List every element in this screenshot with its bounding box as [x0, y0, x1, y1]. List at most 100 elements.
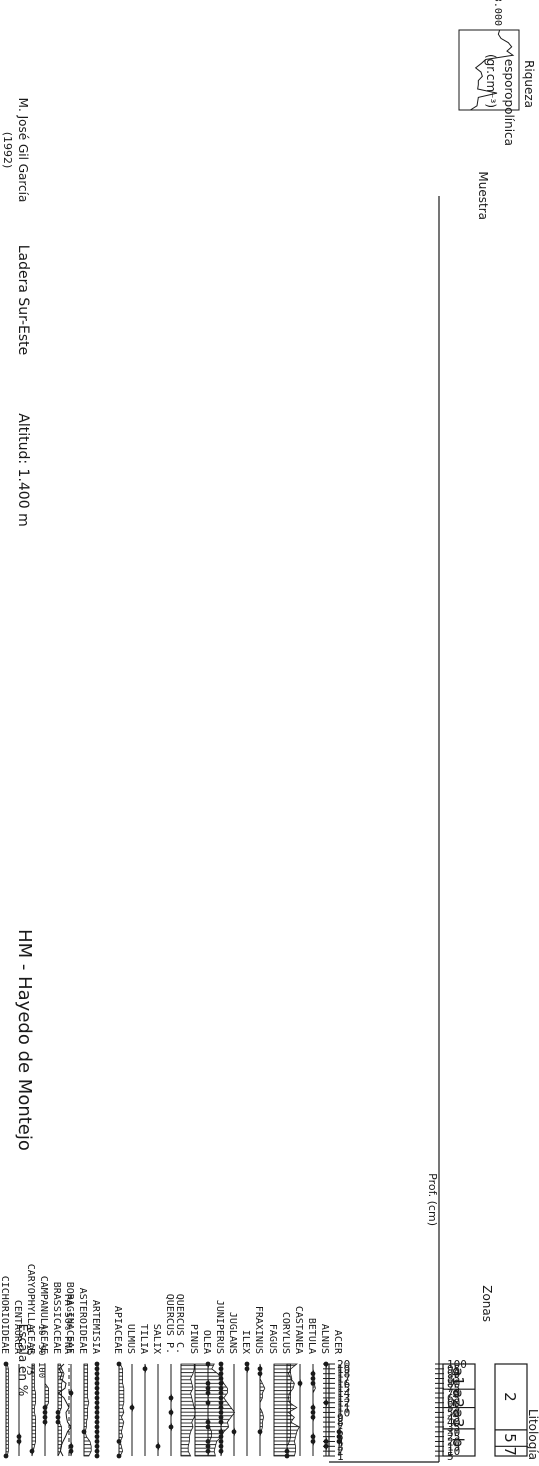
taxon-label: ASTEROIDEAE	[77, 1288, 88, 1354]
taxon-label: BORAGINACEAE	[64, 1282, 75, 1354]
taxon-curve	[157, 1364, 160, 1456]
taxon-label: CARYOPHYLLACEAE	[25, 1264, 36, 1354]
taxon-curve	[83, 1363, 92, 1457]
zones-box	[442, 1363, 476, 1457]
sample-label: 7	[337, 1421, 344, 1434]
sample-label: 15	[337, 1382, 350, 1395]
zonas-header: Zonas	[480, 1285, 494, 1322]
taxon-dot	[310, 1405, 316, 1410]
taxon-dot	[310, 1414, 316, 1420]
depth-label: 55	[447, 1402, 460, 1415]
taxon-dot	[42, 1419, 48, 1425]
taxon-label: FRAXINUS	[253, 1306, 264, 1354]
taxon-label: CICHORIOIDEAE	[0, 1276, 10, 1354]
taxon-label: ALNUS	[319, 1324, 330, 1354]
taxon-dot	[142, 1366, 148, 1372]
taxon-dot	[310, 1439, 316, 1444]
sample-label: 12	[337, 1397, 350, 1410]
riqueza-header-2: esporopolínica	[502, 59, 516, 146]
taxon-dot	[323, 1400, 329, 1406]
taxon-dot	[94, 1453, 100, 1459]
taxon-dot	[94, 1366, 100, 1372]
sample-label: 14	[337, 1387, 351, 1400]
taxon-dot	[94, 1419, 100, 1425]
muestra-header: Muestra	[476, 171, 490, 220]
sample-label: 2	[337, 1445, 344, 1458]
depth-label: 75	[447, 1382, 460, 1395]
taxon-dot	[336, 1439, 342, 1444]
taxon-dot	[116, 1439, 122, 1444]
taxon-curve	[57, 1363, 65, 1457]
taxon-curve	[299, 1364, 302, 1456]
taxon-dot	[116, 1361, 122, 1367]
sample-label: 11	[337, 1402, 350, 1415]
taxon-dot	[323, 1439, 329, 1444]
lithology-label: 2	[501, 1392, 519, 1402]
taxon-label: APIACEAE	[112, 1306, 123, 1354]
taxon-dot	[94, 1385, 100, 1391]
taxon-curve	[131, 1364, 134, 1456]
taxon-dot	[81, 1429, 87, 1435]
taxon-dot	[257, 1429, 263, 1435]
depth-label: 10	[447, 1445, 460, 1458]
taxon-dot	[310, 1380, 316, 1386]
year-label: (1992)	[1, 132, 14, 169]
sample-label: 9	[337, 1411, 344, 1424]
lithology-label: 5	[501, 1433, 519, 1443]
taxon-dot	[94, 1439, 100, 1444]
taxon-curve	[70, 1364, 73, 1457]
taxon-dot	[168, 1410, 174, 1415]
taxon-curve	[5, 1363, 9, 1457]
sample-label: 1	[337, 1450, 344, 1463]
taxon-dot	[3, 1453, 9, 1459]
scale-bottom-tick: 75	[24, 1365, 34, 1376]
taxon-dot	[244, 1366, 250, 1372]
taxon-label: ARTEMISIA	[90, 1300, 101, 1354]
depth-label: 90	[447, 1368, 460, 1381]
taxon-dot	[55, 1410, 61, 1415]
taxon-dot	[310, 1410, 316, 1415]
taxon-curve	[31, 1363, 36, 1457]
taxon-dot	[94, 1414, 100, 1420]
scale-top-tick: 50	[36, 1345, 46, 1356]
pa-label: PA 50% PNA	[62, 1294, 73, 1354]
slope-label: Ladera Sur-Este	[15, 245, 31, 356]
sample-label: 20	[337, 1358, 350, 1371]
taxon-dot	[68, 1390, 74, 1396]
taxon-dot	[155, 1443, 161, 1449]
taxon-dot	[94, 1361, 100, 1367]
author-label: M. José Gil García	[16, 98, 30, 203]
taxon-curve	[246, 1363, 249, 1456]
taxon-dot	[42, 1405, 48, 1410]
taxon-dot	[323, 1361, 329, 1367]
taxon-dot	[116, 1453, 122, 1459]
depth-label: 50	[447, 1406, 460, 1419]
taxon-dot	[168, 1395, 174, 1401]
taxon-label: PINUS	[188, 1324, 199, 1354]
lithology-label: 7	[501, 1446, 519, 1456]
taxon-dot	[129, 1405, 135, 1410]
taxon-dot	[94, 1443, 100, 1449]
taxon-dot	[94, 1400, 100, 1406]
taxon-dot	[94, 1410, 100, 1415]
taxon-dot	[323, 1443, 329, 1449]
sample-label: 8	[337, 1416, 344, 1429]
taxon-dot	[94, 1376, 100, 1381]
sample-label: 10	[337, 1406, 350, 1419]
taxon-label: BRASSICACEAE	[51, 1282, 62, 1354]
scale-bottom-tick: 0	[24, 1327, 34, 1332]
taxon-dot	[218, 1361, 224, 1367]
riqueza-header-3: (gr.cm⁻³)	[484, 54, 498, 108]
riqueza-header-1: Riqueza	[522, 60, 536, 108]
depth-label: 5	[447, 1450, 454, 1463]
sample-label: 16	[337, 1377, 350, 1390]
taxon-dot	[231, 1429, 237, 1435]
taxon-label: CENTAUREA	[12, 1300, 23, 1354]
taxon-dot	[3, 1361, 9, 1367]
taxon-dot	[218, 1443, 224, 1449]
depth-label: 25	[447, 1431, 460, 1444]
altitude-label: Altitud: 1.400 m	[15, 413, 31, 526]
taxon-dot	[29, 1448, 35, 1454]
taxon-label: OLEA	[201, 1330, 212, 1354]
